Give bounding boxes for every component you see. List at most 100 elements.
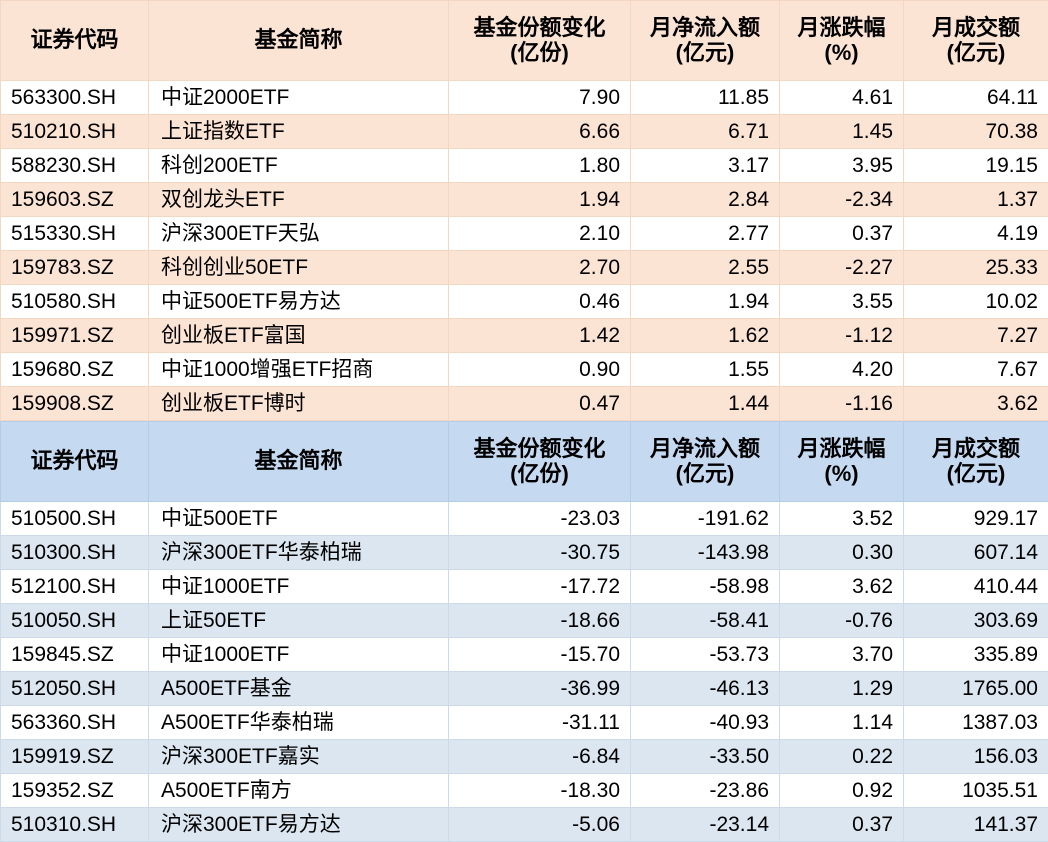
cell-share-change[interactable]: -17.72 <box>449 570 631 604</box>
cell-net-inflow[interactable]: -23.14 <box>631 808 780 842</box>
cell-turnover[interactable]: 156.03 <box>904 740 1048 774</box>
cell-turnover[interactable]: 1035.51 <box>904 774 1048 808</box>
cell-fund-name[interactable]: 中证500ETF易方达 <box>149 285 449 319</box>
cell-security-code[interactable]: 510300.SH <box>1 536 149 570</box>
cell-fund-name[interactable]: 科创创业50ETF <box>149 251 449 285</box>
cell-turnover[interactable]: 1.37 <box>904 183 1048 217</box>
column-header-share-change[interactable]: 基金份额变化 (亿份) <box>449 422 631 502</box>
cell-fund-name[interactable]: A500ETF基金 <box>149 672 449 706</box>
cell-turnover[interactable]: 4.19 <box>904 217 1048 251</box>
cell-share-change[interactable]: -6.84 <box>449 740 631 774</box>
cell-monthly-change[interactable]: 4.61 <box>780 81 904 115</box>
cell-monthly-change[interactable]: -2.34 <box>780 183 904 217</box>
cell-turnover[interactable]: 607.14 <box>904 536 1048 570</box>
cell-fund-name[interactable]: 沪深300ETF天弘 <box>149 217 449 251</box>
cell-net-inflow[interactable]: 1.55 <box>631 353 780 387</box>
cell-share-change[interactable]: -23.03 <box>449 502 631 536</box>
cell-turnover[interactable]: 7.27 <box>904 319 1048 353</box>
cell-security-code[interactable]: 159680.SZ <box>1 353 149 387</box>
cell-net-inflow[interactable]: 3.17 <box>631 149 780 183</box>
cell-net-inflow[interactable]: 1.94 <box>631 285 780 319</box>
cell-share-change[interactable]: 1.80 <box>449 149 631 183</box>
cell-security-code[interactable]: 512100.SH <box>1 570 149 604</box>
cell-turnover[interactable]: 303.69 <box>904 604 1048 638</box>
cell-fund-name[interactable]: A500ETF南方 <box>149 774 449 808</box>
cell-monthly-change[interactable]: 3.62 <box>780 570 904 604</box>
cell-turnover[interactable]: 1765.00 <box>904 672 1048 706</box>
column-header-code[interactable]: 证券代码 <box>1 1 149 81</box>
cell-share-change[interactable]: 6.66 <box>449 115 631 149</box>
cell-security-code[interactable]: 510580.SH <box>1 285 149 319</box>
cell-fund-name[interactable]: 双创龙头ETF <box>149 183 449 217</box>
cell-fund-name[interactable]: A500ETF华泰柏瑞 <box>149 706 449 740</box>
cell-share-change[interactable]: -31.11 <box>449 706 631 740</box>
cell-turnover[interactable]: 3.62 <box>904 387 1048 421</box>
cell-turnover[interactable]: 19.15 <box>904 149 1048 183</box>
cell-net-inflow[interactable]: 2.77 <box>631 217 780 251</box>
cell-share-change[interactable]: -5.06 <box>449 808 631 842</box>
cell-monthly-change[interactable]: -1.12 <box>780 319 904 353</box>
column-header-turnover[interactable]: 月成交额 (亿元) <box>904 422 1048 502</box>
cell-monthly-change[interactable]: 1.29 <box>780 672 904 706</box>
cell-monthly-change[interactable]: 3.52 <box>780 502 904 536</box>
cell-turnover[interactable]: 141.37 <box>904 808 1048 842</box>
cell-net-inflow[interactable]: -23.86 <box>631 774 780 808</box>
cell-turnover[interactable]: 1387.03 <box>904 706 1048 740</box>
cell-monthly-change[interactable]: 4.20 <box>780 353 904 387</box>
column-header-net-inflow[interactable]: 月净流入额 (亿元) <box>631 1 780 81</box>
cell-monthly-change[interactable]: 0.30 <box>780 536 904 570</box>
cell-security-code[interactable]: 563360.SH <box>1 706 149 740</box>
cell-security-code[interactable]: 510500.SH <box>1 502 149 536</box>
cell-security-code[interactable]: 159783.SZ <box>1 251 149 285</box>
cell-fund-name[interactable]: 沪深300ETF华泰柏瑞 <box>149 536 449 570</box>
cell-monthly-change[interactable]: 3.95 <box>780 149 904 183</box>
cell-share-change[interactable]: -30.75 <box>449 536 631 570</box>
cell-net-inflow[interactable]: 1.44 <box>631 387 780 421</box>
cell-net-inflow[interactable]: 2.84 <box>631 183 780 217</box>
cell-fund-name[interactable]: 中证1000增强ETF招商 <box>149 353 449 387</box>
cell-fund-name[interactable]: 中证500ETF <box>149 502 449 536</box>
cell-net-inflow[interactable]: 6.71 <box>631 115 780 149</box>
cell-security-code[interactable]: 159971.SZ <box>1 319 149 353</box>
column-header-turnover[interactable]: 月成交额 (亿元) <box>904 1 1048 81</box>
cell-security-code[interactable]: 159908.SZ <box>1 387 149 421</box>
cell-net-inflow[interactable]: -58.98 <box>631 570 780 604</box>
cell-share-change[interactable]: 7.90 <box>449 81 631 115</box>
cell-security-code[interactable]: 159919.SZ <box>1 740 149 774</box>
cell-fund-name[interactable]: 沪深300ETF易方达 <box>149 808 449 842</box>
column-header-fund-name[interactable]: 基金简称 <box>149 422 449 502</box>
column-header-net-inflow[interactable]: 月净流入额 (亿元) <box>631 422 780 502</box>
column-header-code[interactable]: 证券代码 <box>1 422 149 502</box>
cell-security-code[interactable]: 510310.SH <box>1 808 149 842</box>
cell-fund-name[interactable]: 中证1000ETF <box>149 638 449 672</box>
cell-turnover[interactable]: 410.44 <box>904 570 1048 604</box>
cell-security-code[interactable]: 159352.SZ <box>1 774 149 808</box>
cell-share-change[interactable]: 0.90 <box>449 353 631 387</box>
cell-net-inflow[interactable]: 11.85 <box>631 81 780 115</box>
cell-monthly-change[interactable]: -2.27 <box>780 251 904 285</box>
cell-monthly-change[interactable]: -1.16 <box>780 387 904 421</box>
column-header-share-change[interactable]: 基金份额变化 (亿份) <box>449 1 631 81</box>
cell-share-change[interactable]: -18.66 <box>449 604 631 638</box>
cell-net-inflow[interactable]: -33.50 <box>631 740 780 774</box>
cell-monthly-change[interactable]: 3.55 <box>780 285 904 319</box>
cell-fund-name[interactable]: 上证50ETF <box>149 604 449 638</box>
cell-security-code[interactable]: 159845.SZ <box>1 638 149 672</box>
cell-net-inflow[interactable]: 2.55 <box>631 251 780 285</box>
cell-fund-name[interactable]: 创业板ETF博时 <box>149 387 449 421</box>
cell-fund-name[interactable]: 上证指数ETF <box>149 115 449 149</box>
cell-share-change[interactable]: 1.42 <box>449 319 631 353</box>
cell-turnover[interactable]: 25.33 <box>904 251 1048 285</box>
column-header-monthly-change[interactable]: 月涨跌幅 (%) <box>780 1 904 81</box>
cell-monthly-change[interactable]: 3.70 <box>780 638 904 672</box>
